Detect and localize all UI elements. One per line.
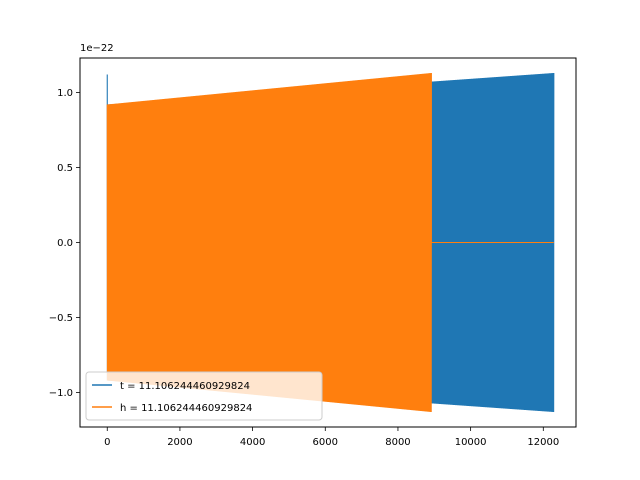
y-offset-text: 1e−22 xyxy=(80,43,114,54)
x-tick-label: 6000 xyxy=(313,437,338,448)
x-tick-label: 2000 xyxy=(167,437,192,448)
y-tick-label: 0.5 xyxy=(57,163,73,174)
x-tick-label: 10000 xyxy=(455,437,487,448)
y-tick-label: 1.0 xyxy=(57,88,73,99)
legend-label: h = 11.106244460929824 xyxy=(120,403,252,414)
y-tick-label: −1.0 xyxy=(49,388,73,399)
x-axis: 0 2000 4000 6000 8000 10000 12000 xyxy=(104,427,559,448)
legend-label: t = 11.106244460929824 xyxy=(120,381,250,392)
x-tick-label: 8000 xyxy=(385,437,410,448)
x-tick-label: 4000 xyxy=(240,437,265,448)
x-tick-label: 12000 xyxy=(527,437,559,448)
legend-box xyxy=(85,371,323,421)
legend: t = 11.106244460929824 h = 11.10624446092… xyxy=(85,371,323,421)
y-tick-label: 0.0 xyxy=(57,238,73,249)
y-tick-label: −0.5 xyxy=(49,313,73,324)
x-tick-label: 0 xyxy=(104,437,110,448)
series-layer xyxy=(106,72,555,412)
y-axis: 1.0 0.5 0.0 −0.5 −1.0 xyxy=(49,88,80,399)
